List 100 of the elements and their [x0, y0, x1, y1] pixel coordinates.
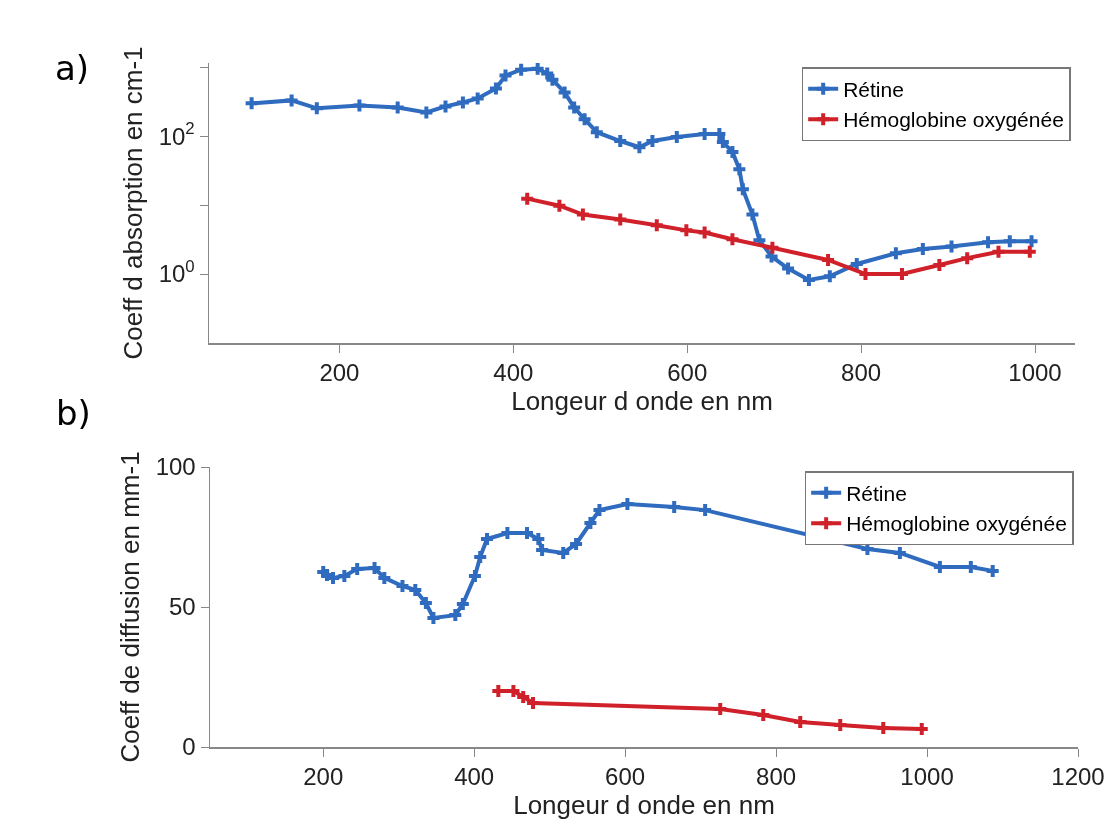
point	[420, 106, 433, 119]
y-axis-title: Coeff de diffusion en mm-1	[115, 451, 146, 763]
point	[650, 219, 663, 232]
point	[766, 241, 779, 254]
x-tick-label: 600	[605, 763, 646, 791]
point	[733, 163, 746, 176]
point	[456, 96, 469, 109]
point	[593, 504, 606, 517]
point	[391, 101, 404, 114]
point	[439, 100, 452, 113]
point	[531, 63, 544, 75]
x-tick-label: 1000	[900, 763, 954, 791]
point	[338, 569, 351, 582]
point	[590, 126, 603, 139]
point	[576, 208, 589, 221]
point	[698, 226, 711, 239]
point	[1003, 235, 1016, 248]
x-tick-label: 200	[319, 359, 360, 387]
point	[558, 86, 571, 99]
x-axis-title: Longeur d onde en nm	[511, 386, 773, 416]
point	[699, 504, 712, 517]
point	[822, 253, 835, 266]
point	[823, 270, 836, 283]
point	[578, 113, 591, 126]
point	[368, 562, 381, 575]
y-tick-label: 100	[155, 453, 196, 481]
point	[736, 183, 749, 196]
y-tick-label: 50	[169, 593, 196, 621]
point	[893, 546, 906, 559]
y-tick-label: 0	[182, 733, 196, 761]
point	[1023, 245, 1036, 258]
legend-label: Hémoglobine oxygénée	[846, 512, 1067, 536]
point	[915, 723, 928, 736]
text: a)	[55, 48, 90, 88]
x-tick-label: 1200	[1051, 763, 1105, 791]
point	[714, 702, 727, 715]
x-tick-label: 1000	[1008, 359, 1062, 387]
x-tick-label: 400	[454, 763, 495, 791]
legend-label: Hémoglobine oxygénée	[843, 108, 1064, 132]
point	[670, 131, 683, 144]
point	[427, 611, 440, 624]
point	[945, 240, 958, 253]
point	[532, 532, 545, 545]
legend-label: Rétine	[843, 78, 904, 102]
point	[449, 609, 462, 622]
point	[351, 562, 364, 575]
x-tick-label: 600	[667, 359, 708, 387]
point	[726, 233, 739, 246]
point	[757, 709, 770, 722]
x-tick-label: 200	[303, 763, 344, 791]
point	[646, 135, 659, 148]
point	[794, 716, 807, 729]
point	[933, 259, 946, 272]
point	[378, 571, 391, 584]
point	[916, 243, 929, 256]
point	[536, 543, 549, 556]
point	[746, 208, 759, 221]
point	[527, 697, 540, 710]
point	[961, 252, 974, 265]
x-tick-label: 400	[493, 359, 534, 387]
point	[584, 517, 597, 529]
point	[716, 136, 729, 149]
point	[489, 82, 502, 95]
point	[570, 538, 583, 550]
point	[474, 550, 487, 563]
point	[521, 192, 534, 205]
point	[877, 721, 890, 734]
y-tick-label: 10$^{2}$	[158, 119, 195, 150]
point	[680, 224, 693, 237]
point	[782, 262, 795, 275]
text: b)	[56, 393, 91, 433]
point	[481, 532, 494, 545]
point	[802, 273, 815, 286]
point	[546, 73, 559, 86]
point	[517, 690, 530, 703]
point	[621, 497, 634, 510]
point	[353, 99, 366, 112]
y-axis-title: Coeff d absorption en cm-1	[118, 46, 149, 360]
point	[850, 257, 863, 270]
x-tick-label: 800	[756, 763, 797, 791]
point	[471, 92, 484, 105]
point	[515, 63, 528, 76]
x-axis-title: Longeur d onde en nm	[513, 790, 775, 821]
point	[1025, 235, 1038, 248]
point	[986, 564, 999, 577]
point	[614, 135, 627, 148]
point	[889, 247, 902, 260]
point	[614, 213, 627, 226]
point	[568, 101, 581, 114]
point	[285, 94, 298, 107]
point	[419, 597, 432, 610]
point	[633, 141, 646, 154]
point	[396, 580, 409, 592]
point	[668, 501, 681, 514]
point	[310, 102, 323, 115]
y-tick-label: 10$^{0}$	[158, 257, 195, 288]
point	[557, 546, 570, 559]
legend-label: Rétine	[846, 482, 907, 506]
point	[468, 569, 481, 582]
point	[726, 145, 739, 158]
